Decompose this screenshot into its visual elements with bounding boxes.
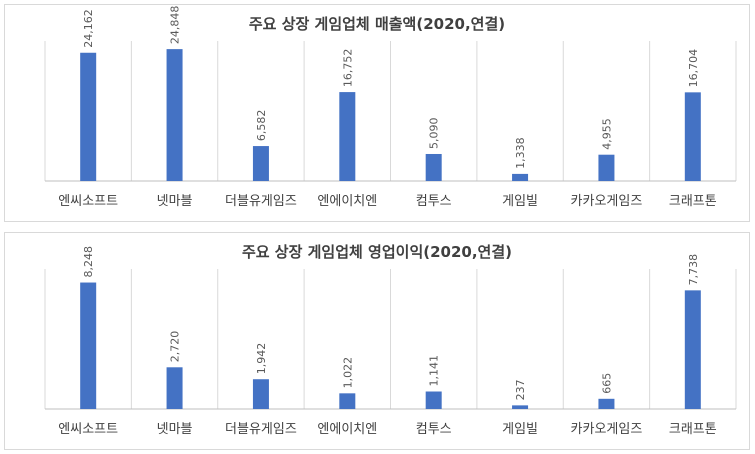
operating-profit-category-label: 넷마블 — [157, 422, 193, 437]
operating-profit-value-label: 237 — [514, 379, 527, 400]
operating-profit-bar — [512, 405, 529, 409]
operating-profit-value-label: 7,738 — [687, 254, 700, 286]
operating-profit-chart-panel: 주요 상장 게임업체 영업이익(2020,연결) 8,248 엔씨소프트 2,720… — [4, 232, 750, 450]
operating-profit-category-label: 게임빌 — [502, 422, 538, 437]
operating-profit-category-label: 엔씨소프트 — [58, 422, 118, 437]
operating-profit-category-label: 더블유게임즈 — [225, 422, 297, 437]
operating-profit-bar — [252, 379, 269, 409]
operating-profit-bar — [425, 391, 442, 409]
revenue-category-label: 게임빌 — [502, 194, 538, 209]
operating-profit-value-label: 8,248 — [82, 246, 95, 278]
operating-profit-value-label: 1,942 — [255, 343, 268, 375]
revenue-category-label: 넷마블 — [157, 194, 193, 209]
operating-profit-chart-title: 주요 상장 게임업체 영업이익(2020,연결) — [241, 243, 513, 261]
revenue-value-label: 1,338 — [514, 137, 527, 169]
revenue-bar — [339, 92, 356, 181]
revenue-category-label: 엔씨소프트 — [58, 194, 118, 209]
revenue-value-label: 6,582 — [255, 110, 268, 142]
revenue-value-label: 24,162 — [82, 9, 95, 48]
operating-profit-value-label: 1,022 — [341, 357, 354, 389]
revenue-value-label: 5,090 — [428, 117, 441, 149]
revenue-bar — [684, 92, 701, 181]
revenue-value-label: 4,955 — [600, 118, 613, 150]
operating-profit-bar — [80, 282, 97, 409]
operating-profit-category-label: 컴투스 — [416, 422, 452, 437]
operating-profit-value-label: 1,141 — [428, 355, 441, 387]
revenue-bar — [166, 49, 183, 182]
revenue-value-label: 16,704 — [687, 49, 700, 88]
revenue-bar — [425, 153, 442, 181]
revenue-category-label: 컴투스 — [416, 194, 452, 209]
revenue-value-label: 24,848 — [169, 6, 182, 45]
revenue-bar — [598, 154, 615, 181]
operating-profit-category-label: 카카오게임즈 — [571, 422, 643, 437]
revenue-chart-panel: 주요 상장 게임업체 매출액(2020,연결) 24,162 엔씨소프트 24,84… — [4, 4, 750, 222]
operating-profit-value-label: 665 — [600, 373, 613, 394]
revenue-category-label: 카카오게임즈 — [571, 194, 643, 209]
revenue-value-label: 16,752 — [341, 49, 354, 88]
revenue-bar — [252, 146, 269, 181]
revenue-category-label: 크래프톤 — [669, 194, 717, 209]
revenue-chart-title: 주요 상장 게임업체 매출액(2020,연결) — [248, 15, 506, 33]
operating-profit-bar — [339, 393, 356, 409]
revenue-bar — [512, 173, 529, 181]
operating-profit-category-label: 크래프톤 — [669, 422, 717, 437]
operating-profit-bar — [598, 398, 615, 409]
operating-profit-chart-svg: 8,248 엔씨소프트 2,720 넷마블 1,942 더블유게임즈 1,022 엔에이치엔 1… — [44, 246, 737, 437]
revenue-chart-svg: 24,162 엔씨소프트 24,848 넷마블 6,582 더블유게임즈 16,752 엔에이… — [44, 6, 737, 209]
operating-profit-value-label: 2,720 — [169, 331, 182, 363]
revenue-category-label: 더블유게임즈 — [225, 194, 297, 209]
operating-profit-bar — [684, 290, 701, 409]
operating-profit-bar — [166, 367, 183, 409]
revenue-category-label: 엔에이치엔 — [317, 194, 377, 209]
revenue-bar — [80, 52, 97, 181]
operating-profit-category-label: 엔에이치엔 — [317, 422, 377, 437]
